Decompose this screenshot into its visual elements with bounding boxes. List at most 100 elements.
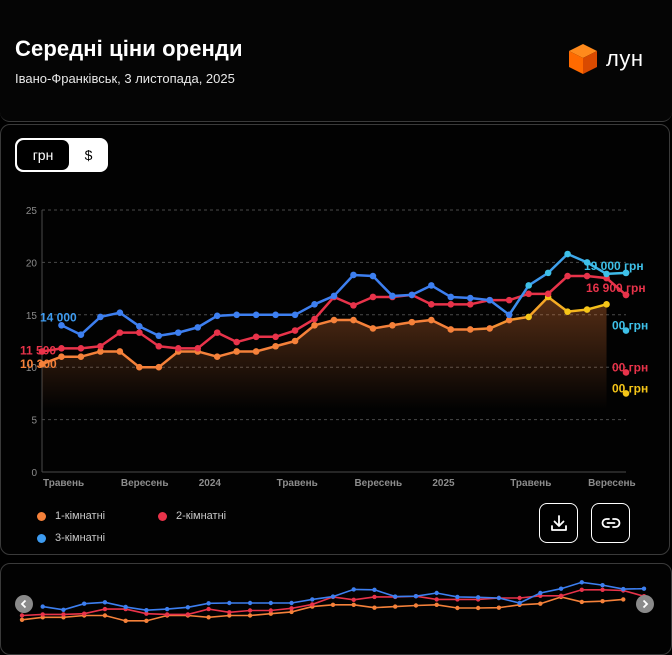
navigator-point <box>289 600 294 606</box>
start-value-label: 10 300 <box>20 357 57 371</box>
navigator-point <box>289 609 294 615</box>
data-point <box>97 348 104 355</box>
data-point <box>564 250 571 258</box>
currency-option-usd[interactable]: $ <box>84 147 93 163</box>
legend-item-3-room[interactable]: 3-кімнатні <box>37 532 105 544</box>
navigator-point <box>621 597 626 602</box>
navigator-point <box>413 603 419 608</box>
navigator-point <box>82 611 87 616</box>
navigator-point <box>247 600 253 606</box>
navigator-point <box>455 605 460 611</box>
navigator-point <box>351 597 356 602</box>
data-point <box>369 293 377 301</box>
data-point <box>544 269 552 277</box>
navigator-point <box>61 612 66 617</box>
data-point <box>58 321 65 329</box>
data-point <box>311 301 318 308</box>
data-point <box>311 321 318 329</box>
end-value-label: 00 грн <box>612 381 648 395</box>
navigator-left-button[interactable] <box>15 595 33 613</box>
data-point <box>447 326 455 333</box>
navigator-point <box>40 612 45 617</box>
data-point <box>155 332 163 340</box>
data-point <box>311 315 318 323</box>
x-tick-label: Вересень <box>121 478 169 489</box>
data-point <box>525 290 532 298</box>
data-point <box>97 342 104 350</box>
data-point <box>350 271 357 279</box>
navigator-line-3-room <box>42 581 645 611</box>
data-point <box>330 292 338 300</box>
data-point <box>466 294 474 302</box>
download-icon <box>551 515 567 531</box>
y-tick-label: 5 <box>31 416 37 427</box>
data-point <box>233 348 240 355</box>
end-value-label: 00 грн <box>612 319 648 333</box>
navigator-point <box>579 587 584 592</box>
data-point <box>38 360 46 368</box>
data-point <box>77 331 85 339</box>
navigator-point <box>268 600 273 606</box>
currency-toggle[interactable]: грн $ <box>15 138 108 172</box>
end-point <box>622 269 630 277</box>
data-point <box>350 316 357 324</box>
data-point <box>272 311 279 319</box>
data-point <box>233 338 240 346</box>
navigator-point <box>558 593 564 599</box>
x-tick-label: 2025 <box>432 478 455 489</box>
navigator-point <box>600 599 605 604</box>
data-point <box>603 301 610 308</box>
navigator-point <box>268 608 273 613</box>
data-point <box>174 345 182 352</box>
data-point <box>194 345 202 352</box>
navigator-point <box>621 586 626 592</box>
navigator-point <box>123 618 128 624</box>
page-subtitle: Івано-Франківськ, 3 листопада, 2025 <box>15 71 235 86</box>
series-line-3-room <box>60 252 627 338</box>
x-tick-label: 2024 <box>199 478 222 489</box>
currency-option-uah[interactable]: грн <box>17 140 69 170</box>
navigator-point <box>289 606 294 611</box>
copy-link-button[interactable] <box>591 503 630 543</box>
navigator-point <box>206 615 211 620</box>
data-point <box>486 296 494 304</box>
data-point <box>350 302 357 309</box>
data-point <box>213 353 221 361</box>
navigator-point <box>393 594 398 599</box>
page-title: Середні ціни оренди <box>15 36 243 61</box>
navigator-point <box>61 607 66 612</box>
data-point <box>408 291 416 299</box>
start-value-label: 14 000 <box>40 310 77 324</box>
navigator-right-button[interactable] <box>636 595 654 613</box>
navigator-point <box>144 607 149 613</box>
legend-item-2-room[interactable]: 2-кімнатні <box>158 510 226 522</box>
logo-text: лун <box>606 46 644 71</box>
navigator-point <box>372 605 377 610</box>
data-point <box>136 323 143 330</box>
data-point <box>564 272 571 280</box>
x-tick-label: Травень <box>43 478 84 489</box>
legend-dot <box>37 511 46 521</box>
end-value-label: 19 000 грн <box>584 259 644 273</box>
navigator-point <box>434 602 439 607</box>
data-point <box>505 311 513 319</box>
data-point <box>408 318 416 326</box>
legend-item-1-room[interactable]: 1-кімнатні <box>37 510 105 522</box>
chevron-right-icon <box>642 599 649 609</box>
navigator-point <box>164 606 170 612</box>
data-point <box>544 290 552 298</box>
data-point <box>233 311 240 319</box>
legend-label: 1-кімнатні <box>55 510 106 522</box>
navigator-point <box>372 594 377 600</box>
data-point <box>291 327 299 334</box>
x-tick-label: Травень <box>277 478 318 489</box>
data-point <box>116 309 124 317</box>
navigator-point <box>227 600 232 606</box>
end-value-label: 00 грн <box>612 360 648 374</box>
download-button[interactable] <box>539 503 578 543</box>
logo[interactable]: лун <box>568 43 644 75</box>
data-point <box>38 348 46 355</box>
data-point <box>369 272 377 280</box>
x-tick-label: Травень <box>510 478 551 489</box>
